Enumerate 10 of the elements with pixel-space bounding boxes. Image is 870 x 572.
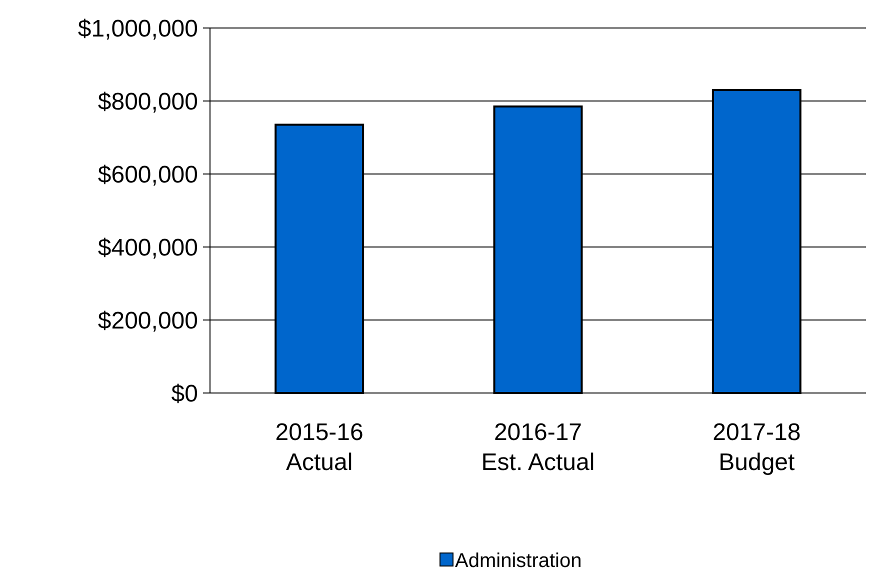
x-tick-label: 2016-17 Est. Actual xyxy=(481,419,595,476)
y-tick-label: $800,000 xyxy=(98,88,198,116)
y-tick-label: $1,000,000 xyxy=(78,15,198,42)
x-tick-label: 2017-18 Budget xyxy=(712,419,801,476)
legend-label: Administration xyxy=(455,550,582,572)
y-tick-label: $200,000 xyxy=(98,307,198,334)
x-tick-label: 2015-16 Actual xyxy=(275,419,364,476)
y-tick-label: $400,000 xyxy=(98,234,198,262)
y-tick-label: $0 xyxy=(171,380,198,408)
y-tick-label: $600,000 xyxy=(98,161,198,188)
